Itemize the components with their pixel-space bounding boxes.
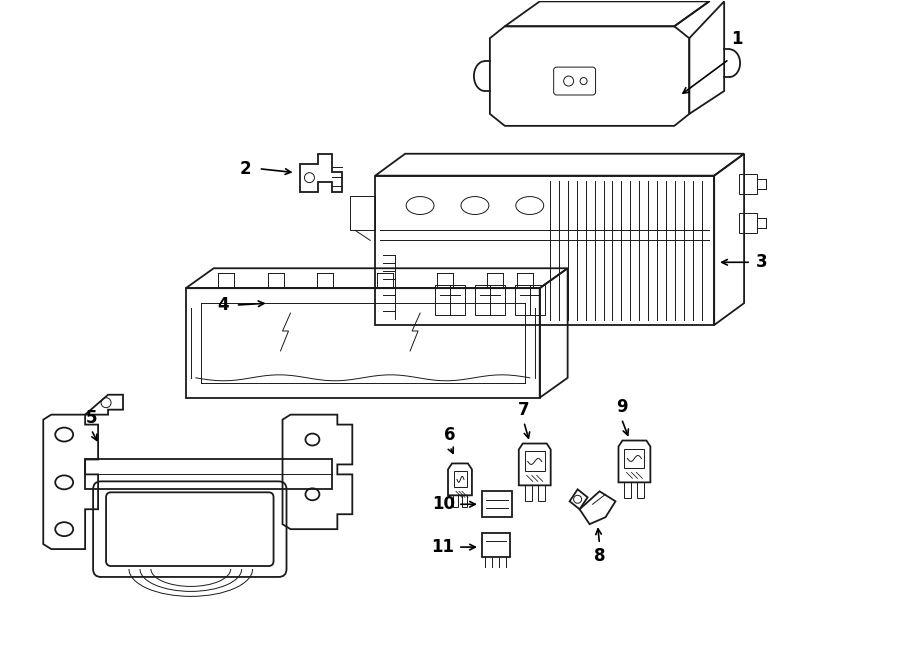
Bar <box>475 285 505 315</box>
Bar <box>625 449 644 469</box>
Text: 3: 3 <box>756 253 768 271</box>
Bar <box>454 471 467 487</box>
Bar <box>637 483 644 498</box>
Text: 1: 1 <box>732 30 742 48</box>
Text: 8: 8 <box>594 547 606 565</box>
Text: 5: 5 <box>86 408 97 426</box>
Bar <box>739 174 757 194</box>
Text: 7: 7 <box>518 401 529 418</box>
Text: 10: 10 <box>433 495 455 514</box>
Bar <box>482 533 509 557</box>
Bar <box>525 451 544 471</box>
Bar <box>739 214 757 233</box>
Text: 11: 11 <box>431 538 454 556</box>
Bar <box>350 196 375 231</box>
Bar <box>515 285 544 315</box>
Text: 9: 9 <box>616 398 627 416</box>
Bar <box>625 483 632 498</box>
Bar <box>435 285 465 315</box>
Bar <box>482 491 512 517</box>
Bar <box>453 495 458 507</box>
Bar <box>462 495 467 507</box>
Bar <box>537 485 544 501</box>
Text: 6: 6 <box>445 426 455 444</box>
Text: 4: 4 <box>217 296 229 314</box>
Text: 2: 2 <box>239 160 251 178</box>
Bar <box>525 485 532 501</box>
